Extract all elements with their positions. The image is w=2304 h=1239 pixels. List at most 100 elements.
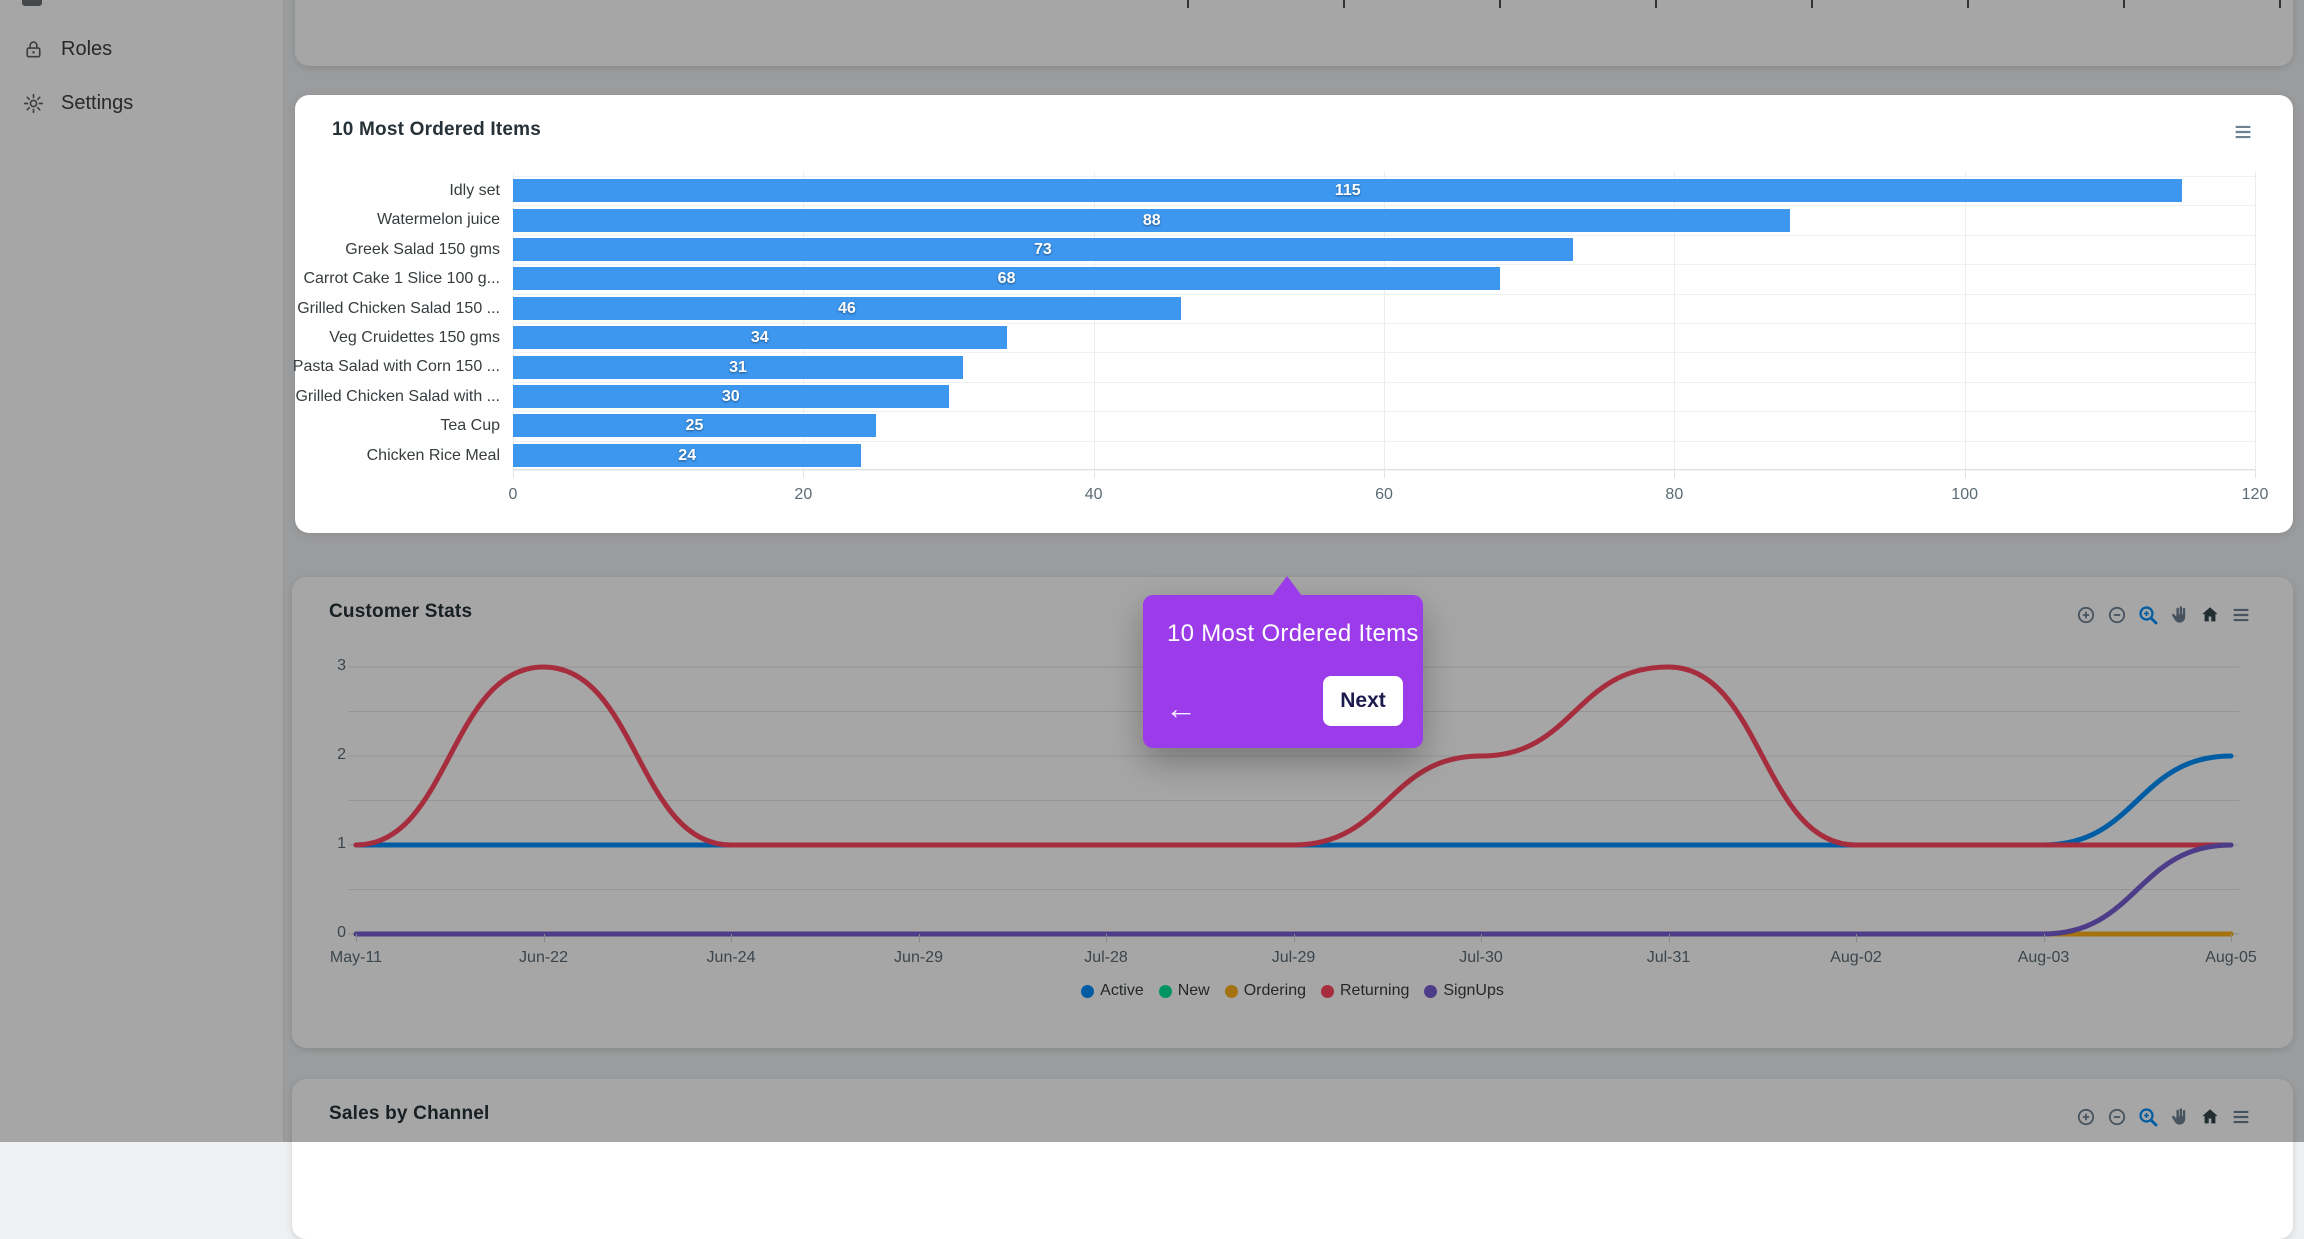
bar — [513, 267, 1501, 291]
grid-line — [513, 470, 2255, 471]
legend-swatch — [1081, 984, 1095, 998]
selection-zoom-icon[interactable] — [2136, 603, 2160, 627]
cut-off-chart-card — [295, 0, 2304, 66]
x-tick-label: 40 — [1084, 486, 1103, 503]
legend-label: Returning — [1339, 982, 1410, 999]
grid-line — [513, 264, 2255, 266]
pan-icon[interactable] — [2167, 1105, 2191, 1129]
legend-swatch — [1224, 984, 1238, 998]
x-tick-label: 80 — [1665, 486, 1684, 503]
arrow-left-icon[interactable]: ← — [1165, 690, 1197, 726]
bar-category-label: Chicken Rice Meal — [366, 446, 500, 464]
legend-item[interactable]: Active — [1081, 982, 1144, 1000]
card-title: Sales by Channel — [329, 1103, 490, 1124]
bar — [513, 443, 862, 467]
x-tick-label: Jul-28 — [1084, 949, 1128, 966]
x-axis-line — [513, 469, 2255, 470]
bar-value-label: 115 — [1334, 182, 1361, 200]
sidebar-item-settings[interactable]: Settings — [0, 81, 283, 125]
zoom-in-icon[interactable] — [2074, 603, 2098, 627]
chart-menu-button[interactable] — [2230, 121, 2256, 148]
bar-value-label: 34 — [750, 329, 769, 347]
axis-tick — [1384, 470, 1385, 478]
bar — [513, 414, 876, 438]
x-tick-label: Jun-29 — [894, 949, 943, 966]
bar-value-label: 68 — [997, 270, 1016, 288]
legend-item[interactable]: Ordering — [1224, 982, 1306, 1000]
most-ordered-items-card: 10 Most Ordered Items Idly set 115 Waterme… — [293, 95, 2293, 533]
bar-chart-grid — [513, 172, 2256, 478]
x-tick-label: 20 — [794, 486, 813, 503]
legend-label: New — [1177, 982, 1210, 999]
x-tick-label: Aug-02 — [1830, 949, 1882, 966]
x-tick-label: Jul-31 — [1646, 949, 1691, 966]
bar-value-label: 31 — [729, 358, 747, 376]
legend-label: Ordering — [1243, 982, 1306, 999]
y-tick-label: 2 — [337, 746, 346, 763]
grid-line — [1964, 172, 1966, 470]
x-tick-label: Aug-05 — [2205, 949, 2257, 966]
grid-line — [803, 172, 805, 470]
menu-icon[interactable] — [2229, 603, 2253, 627]
zoom-out-icon[interactable] — [2105, 603, 2129, 627]
legend-swatch — [1158, 984, 1172, 998]
axis-tick — [2255, 470, 2256, 478]
x-tick-label: Jun-24 — [706, 949, 756, 966]
legend-item[interactable]: Returning — [1320, 982, 1410, 1000]
bar-row: Veg Cruidettes 150 gms 34 — [329, 323, 2255, 352]
bar-category-label: Idly set — [449, 182, 500, 199]
next-button[interactable]: Next — [1323, 676, 1403, 726]
grid-line — [2255, 172, 2256, 470]
x-tick-label: May-11 — [329, 949, 383, 966]
bar-value-label: 88 — [1142, 211, 1161, 229]
x-tick-label: 60 — [1375, 486, 1393, 503]
zoom-in-icon[interactable] — [2074, 1105, 2098, 1129]
axis-tick — [1964, 470, 1966, 478]
pan-icon[interactable] — [2167, 603, 2191, 627]
axis-tick — [2231, 934, 2232, 942]
line-chart-x-axis: May-11 Jun-22 Jun-24 Jun-29 Jul-28 Jul-29 Jul-… — [330, 949, 2257, 969]
menu-icon — [2235, 125, 2251, 139]
axis-tick — [1856, 934, 1857, 942]
bar-value-label: 73 — [1033, 240, 1052, 258]
line-chart-axis-ticks — [356, 934, 2232, 942]
legend-item[interactable]: SignUps — [1424, 982, 1504, 1000]
grid-line — [513, 172, 514, 470]
menu-icon[interactable] — [2229, 1105, 2253, 1129]
grid-line — [513, 352, 2255, 354]
grid-line — [1674, 172, 1676, 470]
axis-tick — [543, 934, 545, 942]
axis-tick — [1674, 470, 1676, 478]
bar-category-label: Watermelon juice — [376, 211, 500, 229]
x-tick-label: Jun-22 — [519, 949, 568, 966]
bar-row: Watermelon juice 88 — [377, 205, 2255, 234]
home-icon[interactable] — [2198, 603, 2222, 627]
zoom-out-icon[interactable] — [2105, 1105, 2129, 1129]
bar-category-label: Veg Cruidettes 150 gms — [329, 328, 500, 346]
chart-legend: Active New Ordering Returning SignUps — [292, 982, 2293, 1000]
sidebar-item-label: Settings — [61, 91, 134, 114]
legend-item[interactable]: New — [1158, 982, 1210, 1000]
sidebar-item-roles[interactable]: Roles — [0, 27, 283, 71]
grid-line — [513, 176, 2255, 177]
bar-category-label: Greek Salad 150 gms — [345, 240, 500, 258]
tooltip-arrow — [1272, 576, 1302, 596]
bar-row: Tea Cup 25 — [440, 411, 2255, 440]
bar-chart-x-axis: 0 20 40 60 80 100 120 — [509, 486, 2269, 506]
bar — [513, 384, 949, 408]
bar-row: Idly set 115 — [449, 176, 2255, 205]
x-tick-label: Jul-29 — [1271, 949, 1316, 966]
bar — [513, 355, 964, 379]
line-series-returning — [353, 664, 2234, 848]
axis-tick — [2043, 934, 2045, 942]
bar — [513, 296, 1181, 320]
legend-label: Active — [1100, 982, 1144, 999]
bar-category-label: Pasta Salad with Corn 150 ... — [292, 358, 500, 376]
line-series-signups — [353, 842, 2234, 937]
axis-tick — [1293, 934, 1295, 942]
bar-row: Pasta Salad with Corn 150 ... 31 — [293, 352, 2255, 381]
selection-zoom-icon[interactable] — [2136, 1105, 2160, 1129]
chart-toolbar — [2074, 603, 2253, 627]
bar-chart-plot: Idly set 115 Watermelon juice 88 Greek Salad… — [293, 176, 2255, 470]
home-icon[interactable] — [2198, 1105, 2222, 1129]
